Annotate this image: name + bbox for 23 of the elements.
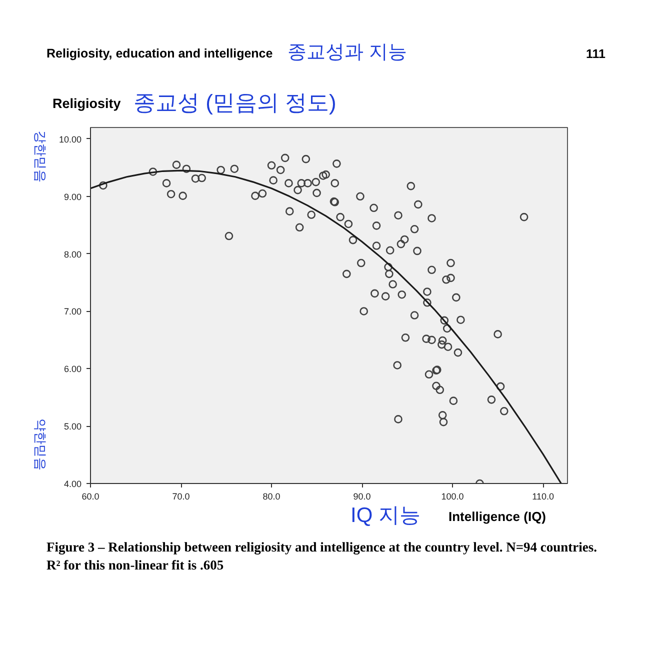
x-tick-label: 70.0 — [172, 492, 190, 502]
x-tick-label: 90.0 — [353, 492, 371, 502]
caption: Figure 3 – Relationship between religiosity and intelligence at the country level. N=94 countries. R² for this non-linear fit is .605 — [46, 540, 598, 572]
y-tick-label: 6.00 — [64, 364, 82, 374]
text: 종교성 (믿음의 정도) — [134, 90, 336, 115]
chart-subtitle: 종교성과 지능 — [288, 42, 407, 63]
x-axis-title: Intelligence (IQ) — [448, 509, 546, 524]
text: 강한믿음 — [33, 130, 48, 182]
y-axis-title: Religiosity — [52, 96, 122, 111]
x-tick-label: 100.0 — [441, 492, 464, 502]
x-tick-label: 110.0 — [532, 492, 554, 502]
x-tick-label: 60.0 — [82, 492, 100, 502]
text: 약한믿음 — [33, 418, 48, 470]
text: IQ 지능 — [350, 504, 421, 527]
y-tick-label: 8.00 — [64, 249, 82, 260]
y-tick-label: 9.00 — [64, 192, 82, 202]
y-tick-label: 4.00 — [64, 479, 82, 489]
chart-title: Religiosity, education and intelligence — [46, 46, 273, 60]
y-tick-label: 7.00 — [64, 306, 82, 317]
y-tick-label: 5.00 — [64, 422, 82, 432]
text: 111 — [586, 47, 606, 61]
y-tick-label: 10.00 — [58, 134, 82, 144]
x-tick-label: 80.0 — [262, 492, 280, 502]
